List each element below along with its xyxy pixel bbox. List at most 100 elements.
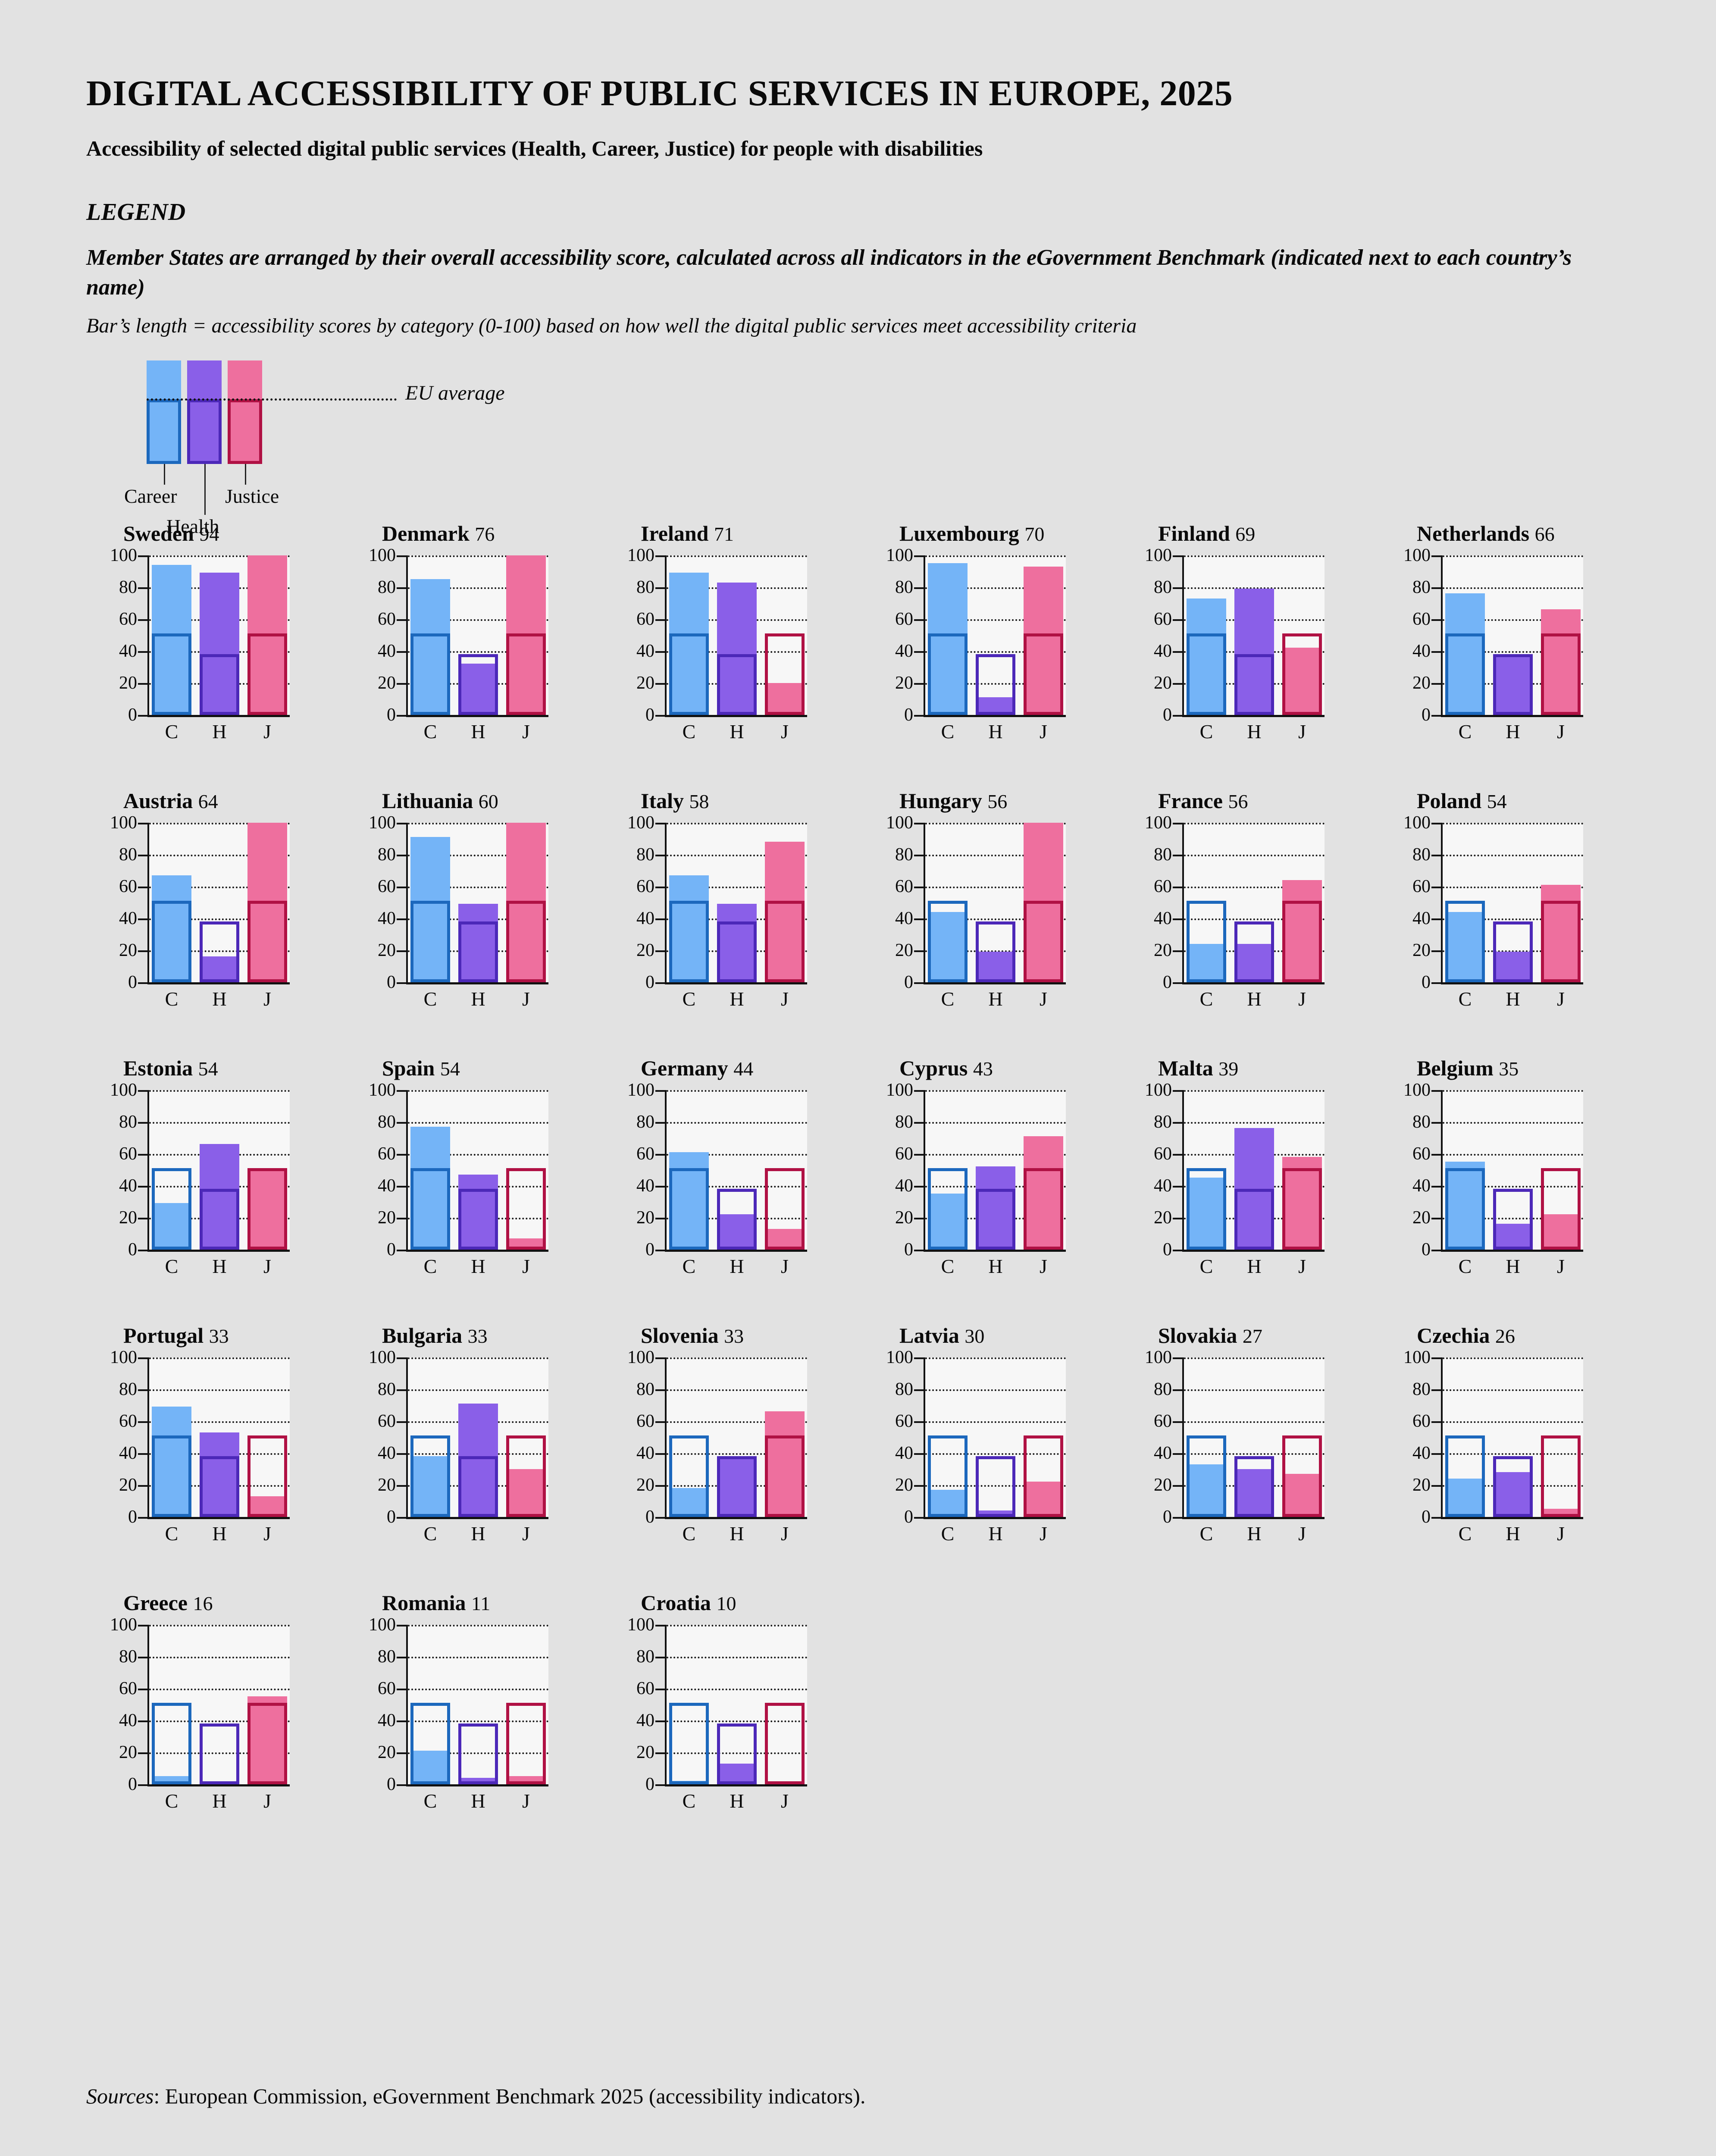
bar-j[interactable] [1541, 555, 1581, 715]
bar-j[interactable] [1024, 1357, 1063, 1517]
bar-c[interactable] [669, 1090, 709, 1250]
bar-c[interactable] [410, 1357, 450, 1517]
bar-h[interactable] [458, 823, 498, 982]
bar-j[interactable] [506, 822, 546, 982]
plot-area [925, 1090, 1066, 1250]
eu-average-box [669, 900, 709, 982]
bar-c[interactable] [1445, 1357, 1485, 1517]
bar-j[interactable] [247, 1090, 287, 1250]
bar-j[interactable] [506, 1357, 546, 1517]
bar-c[interactable] [152, 1357, 191, 1517]
bar-h[interactable] [717, 1090, 757, 1250]
eu-average-box [200, 921, 239, 982]
bar-h[interactable] [717, 1625, 757, 1784]
bar-h[interactable] [458, 1625, 498, 1784]
bar-c[interactable] [1445, 1090, 1485, 1250]
y-axis-labels: 0 20 40 60 80 100 [862, 1081, 913, 1259]
bar-j[interactable] [765, 823, 805, 982]
bar-h[interactable] [200, 1357, 239, 1517]
bar-c[interactable] [410, 823, 450, 982]
y-axis-labels: 0 20 40 60 80 100 [862, 1348, 913, 1526]
bar-h[interactable] [1234, 823, 1274, 982]
bar-j[interactable] [765, 1357, 805, 1517]
bar-j[interactable] [1541, 1357, 1581, 1517]
bar-h[interactable] [200, 823, 239, 982]
panel-plot: 0 20 40 60 80 100 C H J [345, 546, 604, 743]
bar-h[interactable] [1493, 1090, 1533, 1250]
bar-j[interactable] [506, 555, 546, 715]
bar-c[interactable] [152, 1625, 191, 1784]
bar-h[interactable] [1234, 555, 1274, 715]
x-tick-label: J [263, 1255, 271, 1277]
bar-c[interactable] [669, 1625, 709, 1784]
y-tick-label: 80 [378, 844, 396, 865]
bar-h[interactable] [976, 1090, 1015, 1250]
bar-j[interactable] [1541, 823, 1581, 982]
panel-country-name: Cyprus [899, 1056, 968, 1080]
bar-h[interactable] [717, 555, 757, 715]
bar-j[interactable] [247, 555, 287, 715]
bar-c[interactable] [410, 1625, 450, 1784]
bar-c[interactable] [410, 555, 450, 715]
bar-j[interactable] [765, 1625, 805, 1784]
bar-j[interactable] [1282, 555, 1322, 715]
bar-c[interactable] [1187, 1090, 1226, 1250]
bar-j[interactable] [506, 1625, 546, 1784]
bar-c[interactable] [928, 1357, 968, 1517]
bar-j[interactable] [1282, 1357, 1322, 1517]
bar-h[interactable] [1493, 555, 1533, 715]
bar-c[interactable] [928, 823, 968, 982]
bar-value-fill [1541, 1214, 1581, 1250]
bar-h[interactable] [976, 555, 1015, 715]
bar-h[interactable] [1234, 1357, 1274, 1517]
bar-j[interactable] [1024, 822, 1063, 982]
bar-c[interactable] [1445, 823, 1485, 982]
bar-c[interactable] [928, 555, 968, 715]
y-tick-mark [914, 886, 924, 888]
bar-j[interactable] [506, 1090, 546, 1250]
bar-c[interactable] [1187, 555, 1226, 715]
bar-c[interactable] [1445, 555, 1485, 715]
bar-j[interactable] [1282, 823, 1322, 982]
bar-c[interactable] [669, 1357, 709, 1517]
bar-c[interactable] [669, 823, 709, 982]
panel-title: Slovenia 33 [604, 1320, 862, 1348]
bar-j[interactable] [247, 1625, 287, 1784]
eu-average-box [410, 1435, 450, 1517]
bar-j[interactable] [765, 555, 805, 715]
bar-h[interactable] [200, 555, 239, 715]
bar-j[interactable] [765, 1090, 805, 1250]
bar-h[interactable] [458, 1357, 498, 1517]
bar-h[interactable] [458, 1090, 498, 1250]
y-tick-label: 100 [886, 1080, 913, 1100]
bar-c[interactable] [1187, 823, 1226, 982]
bar-j[interactable] [247, 822, 287, 982]
bar-j[interactable] [247, 1357, 287, 1517]
x-tick-label: H [988, 1522, 1003, 1545]
bar-h[interactable] [976, 1357, 1015, 1517]
y-tick-mark [1431, 822, 1441, 824]
bar-h[interactable] [717, 1357, 757, 1517]
bar-j[interactable] [1024, 1090, 1063, 1250]
bar-j[interactable] [1282, 1090, 1322, 1250]
bar-c[interactable] [669, 555, 709, 715]
bar-c[interactable] [410, 1090, 450, 1250]
x-tick-label: H [212, 987, 227, 1010]
bar-c[interactable] [152, 1090, 191, 1250]
bar-c[interactable] [1187, 1357, 1226, 1517]
bar-c[interactable] [152, 823, 191, 982]
bar-h[interactable] [200, 1090, 239, 1250]
bar-h[interactable] [717, 823, 757, 982]
bar-h[interactable] [976, 823, 1015, 982]
bar-j[interactable] [1541, 1090, 1581, 1250]
bar-h[interactable] [1493, 1357, 1533, 1517]
bar-c[interactable] [928, 1090, 968, 1250]
bar-j[interactable] [1024, 555, 1063, 715]
bar-c[interactable] [152, 555, 191, 715]
bar-h[interactable] [1234, 1090, 1274, 1250]
x-axis-line [1441, 1249, 1583, 1252]
bar-h[interactable] [458, 555, 498, 715]
bar-h[interactable] [1493, 823, 1533, 982]
bar-h[interactable] [200, 1625, 239, 1784]
